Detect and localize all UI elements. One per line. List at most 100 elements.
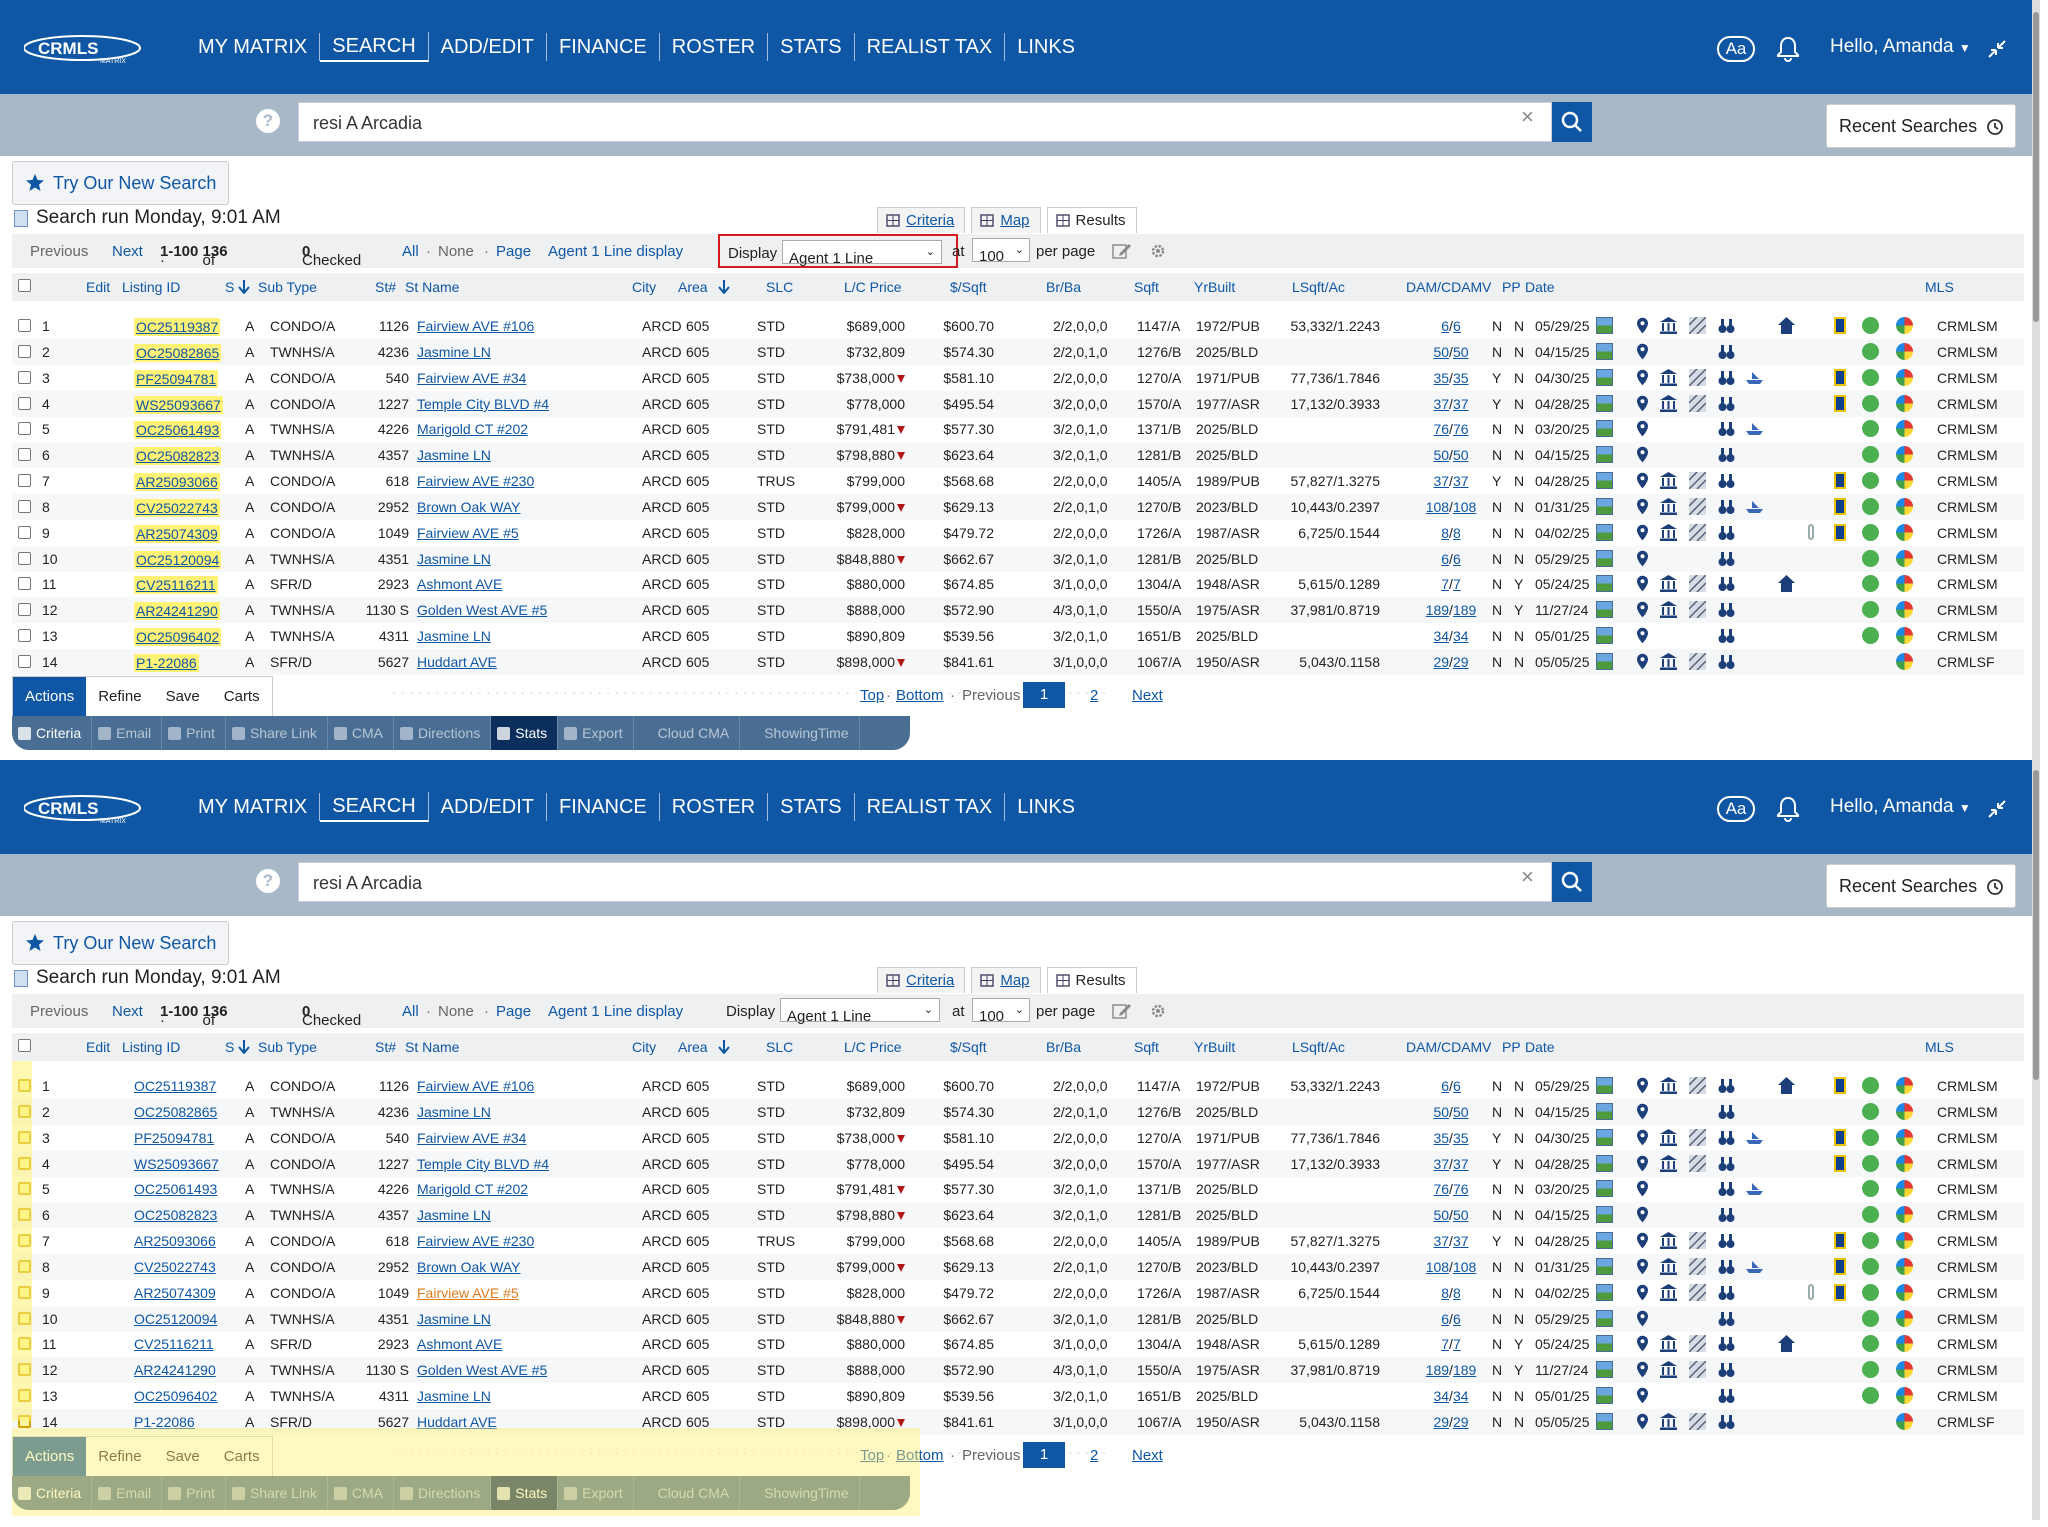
listing-id-link[interactable]: CV25022743 — [134, 499, 220, 517]
street-name-link[interactable]: Jasmine LN — [417, 551, 491, 567]
row-checkbox[interactable] — [18, 422, 31, 435]
cdam-link[interactable]: 35 — [1452, 370, 1469, 386]
select-all-checkbox[interactable] — [18, 1039, 31, 1052]
street-name-link[interactable]: Jasmine LN — [417, 1311, 491, 1327]
cdam-link[interactable]: 50 — [1452, 1104, 1469, 1120]
font-size-button[interactable]: Aa — [1717, 36, 1755, 62]
display-settings-link[interactable]: Agent 1 Line display — [548, 1003, 684, 1020]
dam-link[interactable]: 6 — [1441, 551, 1450, 567]
table-row[interactable]: 4 WS25093667 A CONDO/A 1227 Temple City … — [12, 391, 2024, 417]
col-header-sub-type[interactable]: Sub Type — [258, 1039, 317, 1055]
listing-id-link[interactable]: PF25094781 — [134, 370, 219, 388]
page-scrollbar[interactable] — [2032, 760, 2040, 1520]
per-page-select[interactable]: 100 ⌄ — [972, 998, 1030, 1025]
listing-id-link[interactable]: CV25116211 — [134, 576, 218, 594]
sort-arrow-icon[interactable] — [238, 280, 250, 294]
table-row[interactable]: 11 CV25116211 A SFR/D 2923 Ashmont AVE A… — [12, 571, 2024, 597]
table-row[interactable]: 13 OC25096402 A TWNHS/A 4311 Jasmine LN … — [12, 1383, 2024, 1409]
search-button[interactable] — [1552, 862, 1592, 902]
nav-item-my-matrix[interactable]: MY MATRIX — [186, 793, 321, 821]
nav-item-roster[interactable]: ROSTER — [660, 793, 769, 821]
action-export-button[interactable]: Export — [558, 716, 634, 750]
table-row[interactable]: 1 OC25119387 A CONDO/A 1126 Fairview AVE… — [12, 1073, 2024, 1099]
col-header-lot-size[interactable]: LSqft/Ac — [1292, 1039, 1345, 1055]
help-icon[interactable]: ? — [256, 869, 280, 893]
dam-link[interactable]: 35 — [1433, 1130, 1450, 1146]
display-select[interactable]: Agent 1 Line ⌄ — [782, 240, 942, 267]
col-header-year-built[interactable]: YrBuilt — [1194, 1039, 1236, 1055]
listing-id-link[interactable]: AR24241290 — [134, 602, 220, 620]
row-checkbox[interactable] — [18, 655, 31, 668]
tab-map[interactable]: Map — [971, 967, 1041, 993]
dam-link[interactable]: 7 — [1441, 1336, 1450, 1352]
page-1-button[interactable]: 1 — [1023, 682, 1065, 708]
cdam-link[interactable]: 29 — [1452, 1414, 1469, 1430]
dam-link[interactable]: 6 — [1441, 1311, 1450, 1327]
row-checkbox[interactable] — [18, 629, 31, 642]
street-name-link[interactable]: Fairview AVE #230 — [417, 473, 535, 489]
listing-id-link[interactable]: WS25093667 — [134, 1156, 219, 1172]
listing-id-link[interactable]: AR24241290 — [134, 1362, 216, 1378]
nav-item-roster[interactable]: ROSTER — [660, 33, 769, 61]
col-header-listing-id[interactable]: Listing ID — [122, 1039, 181, 1055]
dam-link[interactable]: 8 — [1441, 525, 1450, 541]
dam-link[interactable]: 76 — [1433, 421, 1450, 437]
row-checkbox[interactable] — [18, 371, 31, 384]
cdam-link[interactable]: 189 — [1452, 602, 1477, 618]
listing-id-link[interactable]: AR25093066 — [134, 1233, 216, 1249]
gear-icon[interactable] — [1148, 1002, 1168, 1020]
nav-item-stats[interactable]: STATS — [768, 33, 855, 61]
display-select[interactable]: Agent 1 Line ⌄ — [780, 998, 940, 1025]
nav-item-add-edit[interactable]: ADD/EDIT — [429, 33, 547, 61]
sort-arrow-icon[interactable] — [238, 1040, 250, 1054]
table-row[interactable]: 4 WS25093667 A CONDO/A 1227 Temple City … — [12, 1151, 2024, 1177]
action-print-button[interactable]: Print — [162, 716, 226, 750]
street-name-link[interactable]: Fairview AVE #106 — [417, 1078, 535, 1094]
dam-link[interactable]: 37 — [1433, 1233, 1450, 1249]
col-header-mls[interactable]: MLS — [1925, 1039, 1954, 1055]
listing-id-link[interactable]: AR25074309 — [134, 1285, 216, 1301]
col-header-year-built[interactable]: YrBuilt — [1194, 279, 1236, 295]
cdam-link[interactable]: 189 — [1452, 1362, 1477, 1378]
cdam-link[interactable]: 50 — [1452, 1207, 1469, 1223]
nav-item-search[interactable]: SEARCH — [320, 32, 429, 62]
action-directions-button[interactable]: Directions — [394, 1476, 492, 1510]
listing-id-link[interactable]: OC25082865 — [134, 344, 222, 362]
table-row[interactable]: 5 OC25061493 A TWNHS/A 4226 Marigold CT … — [12, 416, 2024, 442]
table-row[interactable]: 2 OC25082865 A TWNHS/A 4236 Jasmine LN A… — [12, 339, 2024, 365]
table-row[interactable]: 2 OC25082865 A TWNHS/A 4236 Jasmine LN A… — [12, 1099, 2024, 1125]
col-header-sqft[interactable]: Sqft — [1134, 279, 1159, 295]
try-new-search-button[interactable]: Try Our New Search — [12, 921, 229, 965]
table-row[interactable]: 10 OC25120094 A TWNHS/A 4351 Jasmine LN … — [12, 1306, 2024, 1332]
street-name-link[interactable]: Temple City BLVD #4 — [417, 1156, 550, 1172]
row-checkbox[interactable] — [18, 552, 31, 565]
col-header-bed-bath[interactable]: Br/Ba — [1046, 1039, 1082, 1055]
nav-item-realist-tax[interactable]: REALIST TAX — [855, 793, 1006, 821]
next-link[interactable]: Next — [112, 243, 143, 260]
cdam-link[interactable]: 8 — [1452, 525, 1461, 541]
col-header-slc[interactable]: SLC — [766, 279, 794, 295]
col-header-edit[interactable]: Edit — [86, 279, 111, 295]
action-tab-refine[interactable]: Refine — [98, 688, 142, 705]
pager-next[interactable]: Next — [1132, 687, 1163, 704]
col-header-street-number[interactable]: St# — [375, 1039, 397, 1055]
action-stats-button[interactable]: Stats — [491, 1476, 559, 1510]
dam-link[interactable]: 189 — [1425, 602, 1450, 618]
cdam-link[interactable]: 34 — [1452, 628, 1469, 644]
listing-id-link[interactable]: OC25119387 — [134, 1078, 217, 1094]
table-row[interactable]: 5 OC25061493 A TWNHS/A 4226 Marigold CT … — [12, 1176, 2024, 1202]
street-name-link[interactable]: Huddart AVE — [417, 1414, 497, 1430]
listing-id-link[interactable]: OC25096402 — [134, 1388, 218, 1404]
table-row[interactable]: 7 AR25093066 A CONDO/A 618 Fairview AVE … — [12, 1228, 2024, 1254]
dam-link[interactable]: 29 — [1433, 654, 1450, 670]
search-button[interactable] — [1552, 102, 1592, 142]
street-name-link[interactable]: Fairview AVE #230 — [417, 1233, 535, 1249]
row-checkbox[interactable] — [18, 319, 31, 332]
try-new-search-button[interactable]: Try Our New Search — [12, 161, 229, 205]
font-size-button[interactable]: Aa — [1717, 796, 1755, 822]
row-checkbox[interactable] — [18, 526, 31, 539]
street-name-link[interactable]: Fairview AVE #34 — [417, 1130, 527, 1146]
col-header-dam-cdam[interactable]: DAM/CDAM — [1406, 279, 1483, 295]
select-none-link[interactable]: None — [438, 1003, 474, 1020]
street-name-link[interactable]: Jasmine LN — [417, 1104, 491, 1120]
